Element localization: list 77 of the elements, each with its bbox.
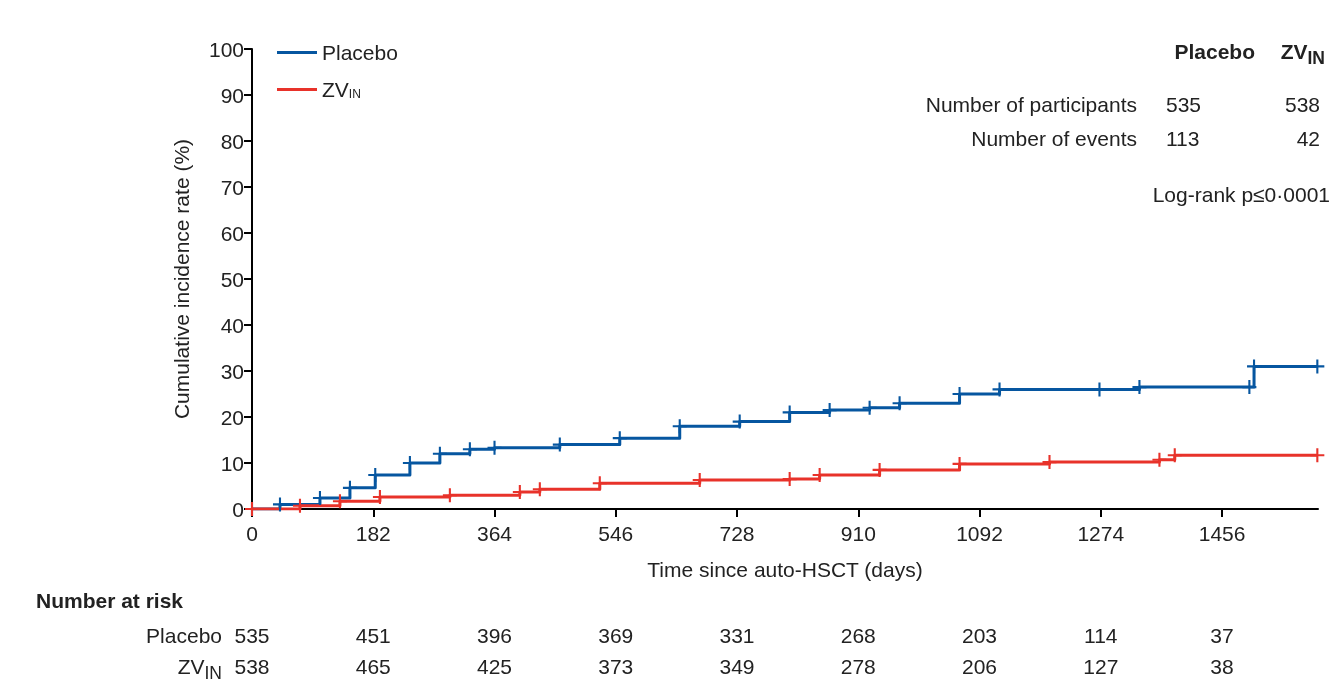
annotation: Number of participants [925, 93, 1137, 117]
annotation: ZV$_{IN}$ [1280, 40, 1325, 70]
y-axis-title: Cumulative incidence rate (%) [170, 138, 193, 420]
annotation: 535 [1166, 93, 1202, 117]
point [822, 403, 837, 418]
point [342, 480, 357, 495]
text: 278 [840, 655, 876, 679]
point [892, 396, 907, 411]
point [672, 419, 687, 434]
x-tick-label: 546 [598, 522, 634, 545]
point [462, 442, 477, 457]
y-tick-label: 60 [220, 221, 244, 245]
y-tick-label: 80 [220, 129, 244, 153]
text: 38 [1210, 655, 1234, 679]
point [1167, 448, 1182, 463]
annotation: Log-rank p≤0·0001 [1152, 183, 1330, 207]
text: 396 [476, 624, 513, 648]
text: Placebo [146, 624, 222, 648]
point [442, 488, 457, 503]
annotation: Number of events [971, 127, 1137, 151]
point [292, 498, 307, 513]
text: 535 [234, 624, 270, 648]
text: 425 [476, 655, 513, 679]
text: 206 [962, 655, 998, 679]
y-tick-label: 0 [232, 497, 244, 521]
y-tick-label: 40 [220, 313, 244, 337]
annotation: 42 [1296, 127, 1320, 151]
text: 451 [355, 624, 391, 648]
point [1132, 380, 1147, 395]
text: 373 [598, 655, 634, 679]
point [862, 400, 877, 415]
point [1310, 448, 1325, 463]
text: 114 [1084, 624, 1118, 648]
x-tick-label: 1274 [1077, 522, 1125, 545]
x-tick-label: 0 [246, 522, 258, 545]
x-tick-label: 728 [719, 522, 755, 545]
point [1152, 452, 1167, 467]
x-tick-label: 1456 [1198, 522, 1246, 545]
y-tick-label: 90 [220, 83, 244, 107]
text: 369 [598, 624, 634, 648]
point [592, 476, 607, 491]
point [487, 440, 502, 455]
y-tick-label: 50 [220, 267, 244, 291]
x-axis-title: Time since auto-HSCT (days) [647, 558, 923, 581]
x-tick-label: 182 [355, 522, 391, 545]
point [872, 462, 887, 477]
point [332, 494, 347, 509]
annotation: 538 [1284, 93, 1320, 117]
point [1042, 455, 1057, 470]
text: 349 [719, 655, 755, 679]
point [532, 482, 547, 497]
legend-label: Placebo [322, 41, 398, 64]
annotation: 113 [1166, 127, 1200, 151]
point [952, 456, 967, 471]
y-tick-label: 70 [220, 175, 244, 199]
point [1242, 380, 1257, 395]
text: 465 [355, 655, 391, 679]
annotation: Placebo [1174, 40, 1255, 64]
text: 538 [234, 655, 270, 679]
point [782, 472, 797, 487]
x-tick-label: 364 [476, 522, 513, 545]
point [612, 431, 627, 446]
text: ZV$_{IN}$ [177, 655, 222, 685]
text: 37 [1210, 624, 1234, 648]
text: Number at risk [36, 589, 184, 613]
text: 268 [840, 624, 876, 648]
y-tick-label: 30 [220, 359, 244, 383]
y-tick-label: 20 [220, 405, 244, 429]
y-tick-label: 100 [208, 37, 244, 61]
x-tick-label: 910 [840, 522, 876, 545]
x-tick-label: 1092 [956, 522, 1003, 545]
y-tick-label: 10 [220, 451, 244, 475]
text: 203 [962, 624, 998, 648]
text: 331 [719, 624, 755, 648]
point [432, 446, 447, 461]
text: 127 [1083, 655, 1119, 679]
legend-label: ZVIN [322, 78, 361, 101]
